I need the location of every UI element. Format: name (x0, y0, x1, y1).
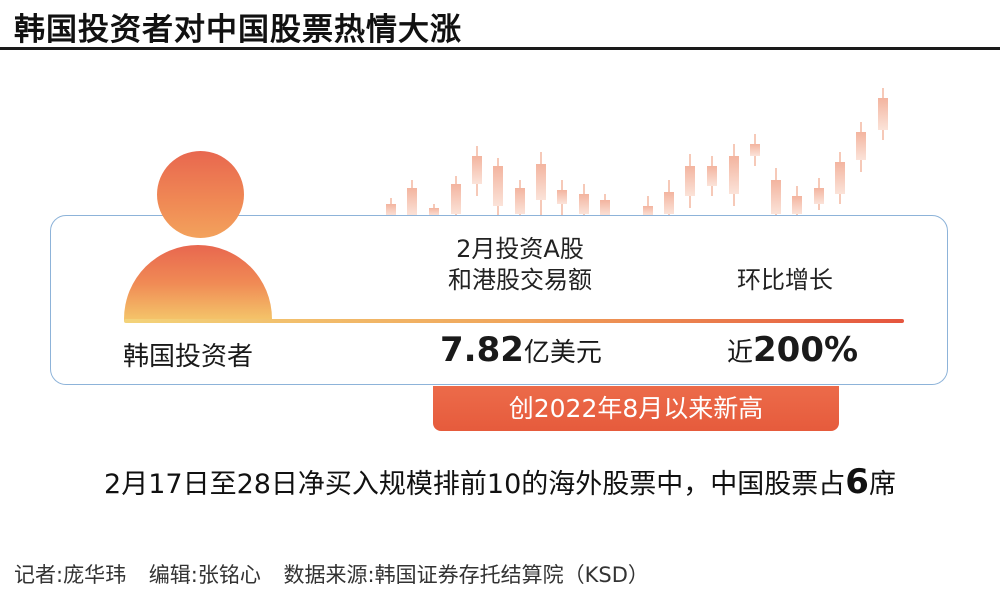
growth-value: 近200% (727, 330, 858, 370)
person-icon-head (157, 151, 244, 238)
growth-prefix: 近 (727, 338, 754, 368)
credit-reporter: 记者:庞华玮 (14, 563, 127, 587)
credits-line: 记者:庞华玮 编辑:张铭心 数据来源:韩国证券存托结算院（KSD） (14, 559, 665, 589)
column-header-growth: 环比增长 (737, 266, 833, 294)
amount-number: 7.82 (440, 330, 524, 370)
page-title: 韩国投资者对中国股票热情大涨 (14, 12, 462, 48)
note-count: 6 (845, 462, 869, 502)
column-header-amount-line2: 和港股交易额 (448, 266, 592, 294)
row-label-investor: 韩国投资者 (123, 342, 254, 372)
note-text-after: 席 (868, 469, 896, 500)
note-text-before: 2月17日至28日净买入规模排前10的海外股票中，中国股票占 (104, 469, 846, 500)
credit-editor: 编辑:张铭心 (148, 563, 261, 587)
credit-source: 数据来源:韩国证券存托结算院（KSD） (283, 563, 649, 587)
column-header-amount-line1: 2月投资A股 (456, 235, 584, 263)
amount-value: 7.82亿美元 (440, 330, 602, 370)
footnote-statement: 2月17日至28日净买入规模排前10的海外股票中，中国股票占6席 (0, 462, 1000, 502)
card-divider (124, 319, 904, 323)
record-high-banner: 创2022年8月以来新高 (433, 386, 839, 431)
growth-number: 200% (753, 330, 859, 370)
title-rule (0, 47, 1000, 50)
amount-unit: 亿美元 (523, 338, 602, 368)
column-header-amount: 2月投资A股 和港股交易额 (420, 234, 620, 296)
